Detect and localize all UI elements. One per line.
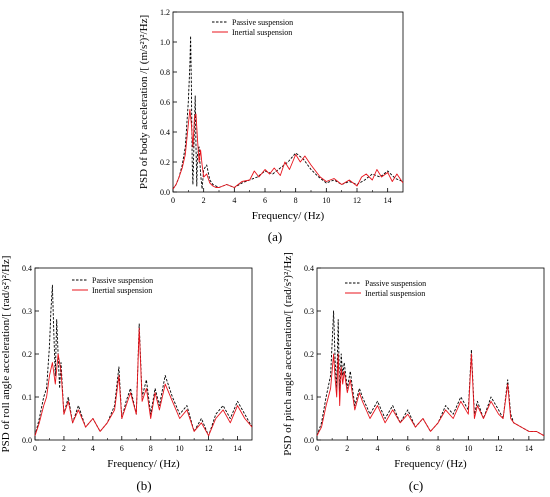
x-tick-label-c: 8 <box>436 444 440 453</box>
y-tick-label-a: 1.2 <box>160 8 170 17</box>
y-tick-label-b: 0.1 <box>22 393 32 402</box>
legend-label-b-0: Passive suspension <box>92 276 153 285</box>
x-tick-label-a: 12 <box>353 196 361 205</box>
series-line-a-passive <box>172 35 404 190</box>
series-line-b-passive <box>34 284 253 437</box>
legend-label-b-1: Inertial suspension <box>92 286 152 295</box>
y-tick-label-c: 0.2 <box>304 350 314 359</box>
caption-b: (b) <box>136 478 152 493</box>
x-tick-label-b: 10 <box>176 444 184 453</box>
plot-frame-a <box>172 11 404 193</box>
legend-label-a-1: Inertial suspension <box>232 28 292 37</box>
y-tick-label-b: 0.0 <box>22 436 32 445</box>
legend-label-a-0: Passive suspension <box>232 18 293 27</box>
y-axis-label-c: PSD of pitch angle acceleration/[ (rad/s… <box>282 252 294 456</box>
x-tick-label-a: 10 <box>322 196 330 205</box>
y-tick-label-b: 0.4 <box>22 264 32 273</box>
y-tick-label-a: 0.0 <box>160 188 170 197</box>
x-tick-label-b: 4 <box>91 444 95 453</box>
x-tick-label-c: 14 <box>525 444 533 453</box>
x-tick-label-b: 12 <box>205 444 213 453</box>
caption-c: (c) <box>408 478 424 493</box>
series-line-c-inertial <box>316 353 545 437</box>
y-tick-label-c: 0.1 <box>304 393 314 402</box>
legend-label-c-1: Inertial suspension <box>365 289 425 298</box>
x-tick-label-b: 6 <box>120 444 124 453</box>
series-line-a-inertial <box>172 109 404 190</box>
x-tick-label-c: 6 <box>406 444 410 453</box>
series-line-c-passive <box>316 310 545 437</box>
y-tick-label-c: 0.3 <box>304 307 314 316</box>
x-tick-label-c: 4 <box>376 444 380 453</box>
x-axis-label-b: Frequency/ (Hz) <box>107 458 180 470</box>
y-tick-label-a: 0.4 <box>160 128 170 137</box>
y-tick-label-a: 0.6 <box>160 98 170 107</box>
x-tick-label-b: 14 <box>234 444 242 453</box>
x-axis-label-a: Frequency/ (Hz) <box>252 210 325 222</box>
x-tick-label-b: 0 <box>33 444 37 453</box>
series-line-b-inertial <box>34 327 253 437</box>
x-tick-label-a: 14 <box>384 196 392 205</box>
legend-label-c-0: Passive suspension <box>365 279 426 288</box>
x-tick-label-b: 8 <box>149 444 153 453</box>
x-tick-label-a: 0 <box>171 196 175 205</box>
y-tick-label-b: 0.3 <box>22 307 32 316</box>
y-tick-label-a: 0.2 <box>160 158 170 167</box>
x-tick-label-c: 0 <box>315 444 319 453</box>
y-tick-label-a: 1.0 <box>160 38 170 47</box>
y-tick-label-c: 0.0 <box>304 436 314 445</box>
x-tick-label-c: 12 <box>495 444 503 453</box>
x-tick-label-c: 10 <box>464 444 472 453</box>
caption-a: (a) <box>267 229 283 244</box>
y-tick-label-c: 0.4 <box>304 264 314 273</box>
x-axis-label-c: Frequency/ (Hz) <box>394 458 467 470</box>
y-axis-label-b: PSD of roll angle acceleration/[ (rad/s²… <box>0 256 12 453</box>
x-tick-label-a: 8 <box>294 196 298 205</box>
x-tick-label-a: 4 <box>232 196 236 205</box>
y-axis-label-a: PSD of body acceleration /[ (m/s²)²/Hz] <box>138 15 150 189</box>
y-tick-label-b: 0.2 <box>22 350 32 359</box>
x-tick-label-b: 2 <box>62 444 66 453</box>
y-tick-label-a: 0.8 <box>160 68 170 77</box>
x-tick-label-a: 6 <box>263 196 267 205</box>
x-tick-label-c: 2 <box>345 444 349 453</box>
x-tick-label-a: 2 <box>202 196 206 205</box>
